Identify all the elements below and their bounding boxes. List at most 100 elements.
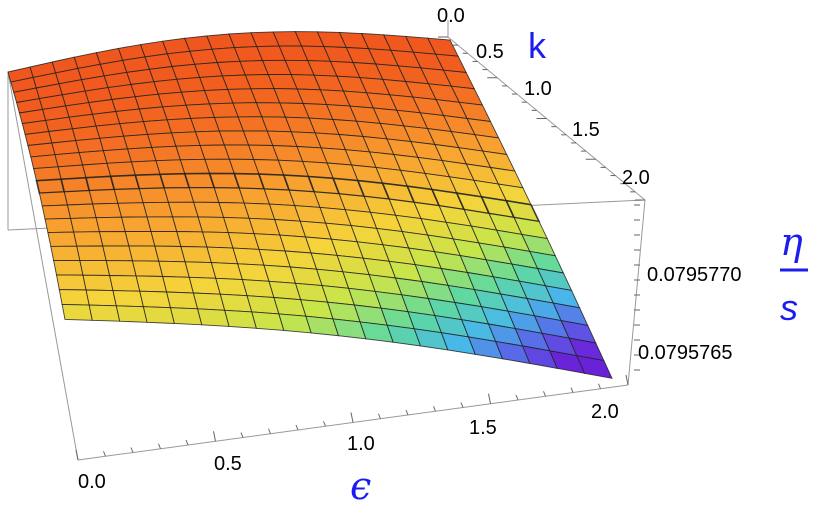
surface-cell xyxy=(88,304,121,322)
surface-cell xyxy=(102,148,133,164)
x-tick-mark xyxy=(598,383,601,389)
surface-cell xyxy=(66,203,97,219)
surface-cell xyxy=(102,245,134,262)
surface-cell xyxy=(99,135,129,152)
surface-cell xyxy=(112,290,144,308)
surface-cell xyxy=(117,202,148,218)
z-axis-label-numerator: η xyxy=(780,220,803,264)
surface-cell xyxy=(176,231,208,248)
surface-cell xyxy=(150,230,182,247)
surface-cell xyxy=(146,132,177,148)
x-tick-mark xyxy=(185,439,189,446)
z-axis-label-denominator: s xyxy=(780,287,798,328)
x-tick-mark xyxy=(515,394,519,401)
surface-cell xyxy=(88,189,119,205)
surface-cell xyxy=(33,166,62,182)
surface-cell xyxy=(180,246,213,264)
x-tick-label: 2.0 xyxy=(591,401,619,423)
surface-cell xyxy=(53,260,84,276)
surface-cell xyxy=(58,289,90,306)
surface-cell xyxy=(73,231,104,247)
x-tick-mark xyxy=(295,424,299,431)
surface-cell xyxy=(142,306,175,324)
x-tick-mark xyxy=(405,409,409,416)
surface-cell xyxy=(167,201,199,218)
y-axis-label: k xyxy=(528,25,547,66)
surface-cell xyxy=(47,231,78,247)
surface-cell xyxy=(60,176,91,193)
x-tick-mark xyxy=(625,374,629,386)
x-tick-label: 1.5 xyxy=(469,417,497,439)
eta-over-s-axis-ticks: 0.0795770 0.0795765 xyxy=(638,264,742,364)
surface-cell xyxy=(163,187,195,203)
x-tick-mark xyxy=(268,428,271,434)
surface-cell xyxy=(54,152,84,168)
surface-cell xyxy=(166,291,199,310)
surface-cell xyxy=(124,230,156,247)
surface-cell xyxy=(188,187,220,203)
surface-cell xyxy=(76,245,107,262)
surface-cell xyxy=(151,145,182,162)
surface-cell xyxy=(92,202,123,219)
surface-cell xyxy=(131,260,164,277)
y-tick-label: 1.0 xyxy=(524,78,552,100)
surface-cell xyxy=(139,290,172,309)
surface-cell xyxy=(115,305,148,323)
bounding-box-front xyxy=(75,36,646,461)
surface-cell xyxy=(169,307,203,326)
surface-cell xyxy=(115,108,145,125)
surface-cell xyxy=(162,276,194,294)
surface-cell xyxy=(184,261,217,279)
surface-cell xyxy=(95,123,125,139)
surface-cell xyxy=(576,355,613,379)
surface-cell xyxy=(130,160,161,176)
surface-cell xyxy=(57,164,87,180)
x-tick-label: 0.5 xyxy=(214,453,242,475)
surface-cell xyxy=(35,178,66,195)
x-axis-label: ϵ xyxy=(350,464,371,508)
y-tick-label: 1.5 xyxy=(572,119,600,141)
surface-cell xyxy=(188,276,221,295)
surface-cell xyxy=(44,217,75,234)
surface-cell xyxy=(172,216,204,233)
surface-cell xyxy=(98,231,130,247)
x-tick-mark xyxy=(130,447,134,453)
surface-cell xyxy=(61,303,93,321)
x-tick-mark xyxy=(103,451,106,457)
y-tick-label: 0.0 xyxy=(437,5,465,27)
x-tick-label: 1.0 xyxy=(347,433,375,455)
z-axis-label: η s xyxy=(780,220,808,328)
x-tick-mark xyxy=(323,421,326,427)
x-tick-mark xyxy=(570,387,574,393)
x-tick-mark xyxy=(350,412,354,423)
surface-cell xyxy=(127,146,157,163)
surface-cell xyxy=(154,245,186,263)
surface-cell xyxy=(135,275,168,293)
y-tick-label: 0.5 xyxy=(476,41,504,63)
x-tick-mark xyxy=(240,432,244,438)
surface-cell xyxy=(109,174,141,191)
surface-cell xyxy=(82,162,112,179)
surface-cell xyxy=(138,187,169,204)
surface-cell xyxy=(30,154,59,170)
x-tick-mark xyxy=(75,449,79,461)
surface-cell xyxy=(82,274,114,292)
surface-mesh xyxy=(7,31,613,379)
x-tick-mark xyxy=(378,413,381,419)
surface-cell xyxy=(63,190,94,206)
x-tick-mark xyxy=(543,391,546,397)
surface-cell xyxy=(85,289,117,307)
surface-cell xyxy=(55,274,87,291)
x-tick-mark xyxy=(488,393,491,404)
surface-cell xyxy=(146,216,178,232)
surface-cell xyxy=(78,150,108,166)
x-tick-label: 0.0 xyxy=(78,471,106,493)
surface-cell xyxy=(75,137,104,154)
x-tick-mark xyxy=(158,443,161,449)
surface-cell xyxy=(155,159,186,175)
z-tick-label: 0.0795765 xyxy=(638,342,733,364)
epsilon-axis-ticks: 0.0 0.5 1.0 1.5 2.0 xyxy=(78,401,619,493)
surface-cell xyxy=(158,260,190,278)
k-axis-ticks: 0.0 0.5 1.0 1.5 2.0 xyxy=(437,5,650,189)
surface-cell xyxy=(105,260,137,277)
